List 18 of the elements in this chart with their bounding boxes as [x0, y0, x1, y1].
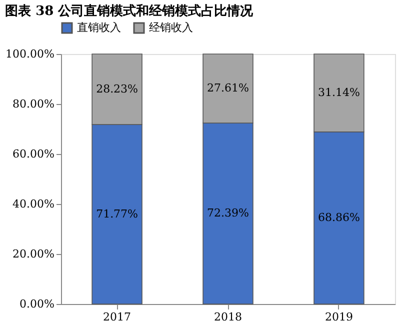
y-tick-label: 20.00%	[12, 248, 54, 260]
legend-label: 直销收入	[77, 21, 121, 34]
data-label: 31.14%	[318, 86, 360, 99]
x-tick-label: 2018	[214, 310, 242, 324]
y-tick-label: 40.00%	[12, 198, 54, 210]
y-tick-label: 60.00%	[12, 148, 54, 160]
y-tick-label: 100.00%	[6, 48, 54, 60]
data-label: 28.23%	[96, 82, 138, 96]
data-label: 71.77%	[96, 207, 138, 220]
data-label: 27.61%	[207, 82, 249, 95]
data-label: 72.39%	[207, 206, 249, 220]
chart-title: 图表 38 公司直销模式和经销模式占比情况	[5, 3, 254, 19]
x-tick-label: 2017	[103, 310, 132, 324]
x-tick-label: 2019	[324, 310, 353, 324]
data-label: 68.86%	[318, 210, 360, 224]
legend-label: 经销收入	[149, 21, 193, 34]
y-tick-label: 80.00%	[12, 98, 54, 110]
y-tick-label: 0.00%	[20, 298, 54, 310]
